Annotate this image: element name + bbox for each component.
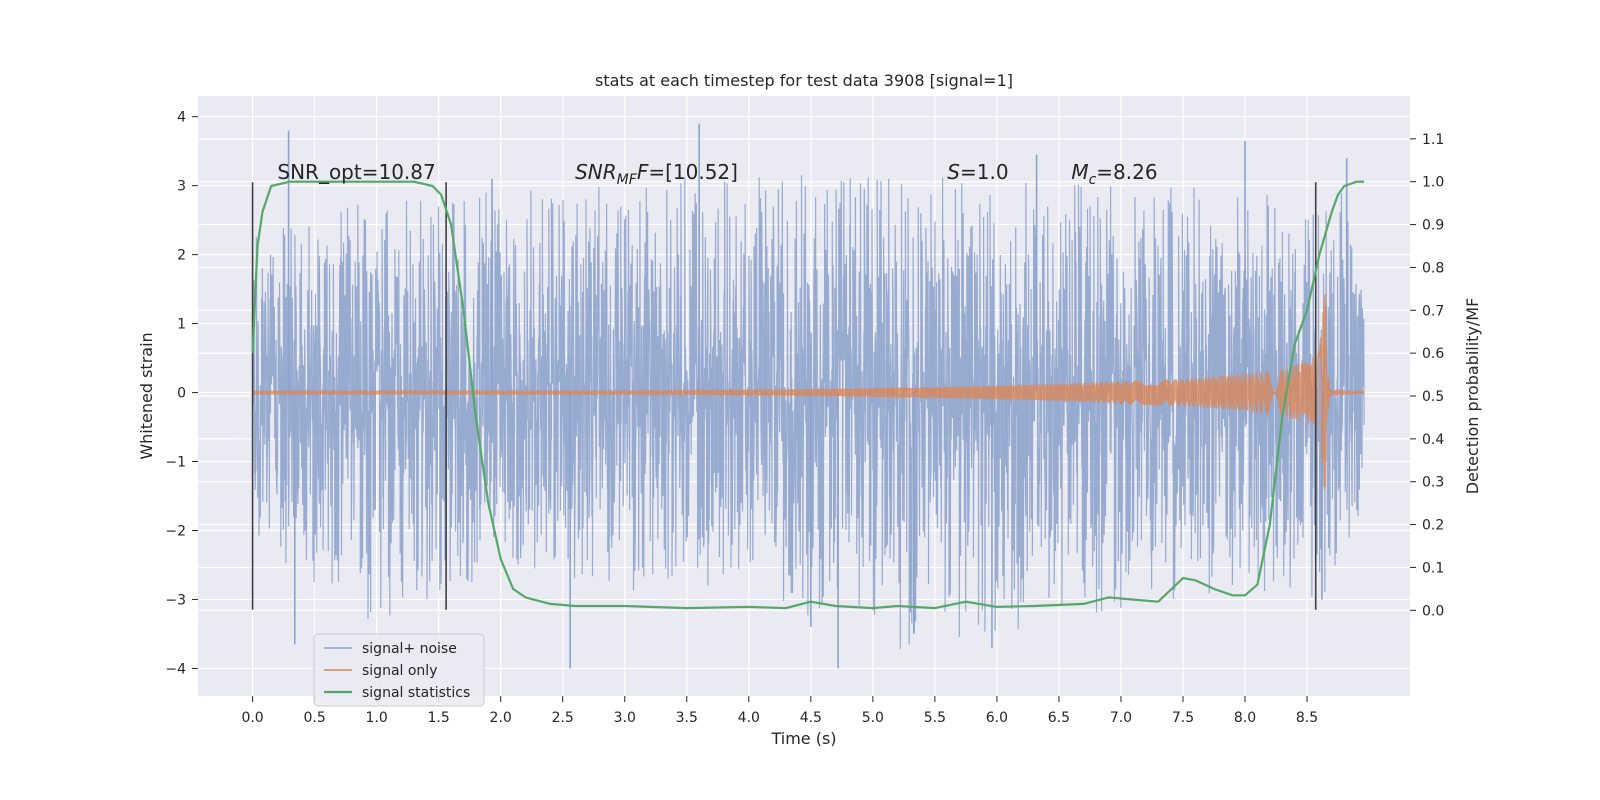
y-right-tick-label: 1.0 <box>1422 175 1444 191</box>
x-tick-label: 2.5 <box>552 710 574 726</box>
legend-box <box>313 633 485 707</box>
x-tick-label: 8.0 <box>1234 710 1256 726</box>
x-tick-label: 4.0 <box>738 710 760 726</box>
y-right-tick-label: 0.8 <box>1422 260 1444 276</box>
annotation-text: Mc=8.26 <box>1071 160 1157 188</box>
legend-label: signal only <box>362 663 437 679</box>
x-tick-label: 4.5 <box>800 710 822 726</box>
y-axis-label: Whitened strain <box>137 332 156 459</box>
signal-noise-series <box>252 123 1365 669</box>
y-tick-label: −1 <box>165 455 186 471</box>
y-axis-right: 1.1 1.0 0.9 0.8 0.7 0.6 0.5 0.4 0.3 0.2 0.1 0.0 <box>1410 132 1444 619</box>
signal-trace <box>252 294 1365 490</box>
y-axis-right-label: Detection probability/MF <box>1463 298 1482 495</box>
y-right-tick-label: 0.2 <box>1422 518 1444 534</box>
y-tick-label: 2 <box>177 248 186 264</box>
y-right-tick-label: 0.4 <box>1422 432 1444 448</box>
y-right-tick-label: 0.7 <box>1422 303 1444 319</box>
x-tick-label: 5.5 <box>924 710 946 726</box>
statistics-trace <box>251 180 1365 610</box>
x-tick-label: 3.0 <box>614 710 636 726</box>
x-tick-label: 3.5 <box>676 710 698 726</box>
x-tick-label: 8.5 <box>1296 710 1318 726</box>
legend-label: signal statistics <box>362 685 470 701</box>
y-tick-label: 0 <box>177 386 186 402</box>
y-tick-label: −4 <box>165 661 186 677</box>
signal-only-series <box>252 294 1365 490</box>
y-right-tick-label: 1.1 <box>1422 132 1444 148</box>
annotations: SNR_opt=10.87 SNRMFF=[10.52] S=1.0 Mc=8.26 <box>277 160 1157 188</box>
x-tick-label: 1.0 <box>366 710 388 726</box>
x-tick-label: 5.0 <box>862 710 884 726</box>
y-right-tick-label: 0.3 <box>1422 475 1444 491</box>
y-tick-label: −3 <box>165 592 186 608</box>
annotation-text: SNRMFF=[10.52] <box>575 160 738 188</box>
legend: signal+ noise signal only signal statistic… <box>313 633 485 707</box>
x-axis-label: Time (s) <box>770 729 836 748</box>
x-tick-label: 0.5 <box>303 710 325 726</box>
x-tick-label: 6.0 <box>986 710 1008 726</box>
x-tick-label: 7.5 <box>1172 710 1194 726</box>
x-axis: 0.0 0.5 1.0 1.5 2.0 2.5 3.0 3.5 4.0 4.5 5.0 5.5 6.0 6… <box>241 696 1318 726</box>
y-axis-left: 4 3 2 1 0 −1 −2 −3 −4 <box>165 110 198 677</box>
legend-label: signal+ noise <box>362 641 457 657</box>
x-tick-label: 1.5 <box>428 710 450 726</box>
signal-statistics-series <box>251 180 1365 610</box>
y-right-tick-label: 0.1 <box>1422 560 1444 576</box>
x-tick-label: 0.0 <box>241 710 263 726</box>
y-right-tick-label: 0.0 <box>1422 603 1444 619</box>
x-tick-label: 6.5 <box>1048 710 1070 726</box>
noise-trace <box>252 175 1365 650</box>
y-tick-label: −2 <box>165 523 186 539</box>
x-tick-label: 2.0 <box>490 710 512 726</box>
annotation-text: SNR_opt=10.87 <box>277 160 435 184</box>
annotation-text: S=1.0 <box>947 160 1008 184</box>
chart-title: stats at each timestep for test data 390… <box>595 71 1013 90</box>
y-tick-label: 3 <box>177 179 186 195</box>
y-right-tick-label: 0.6 <box>1422 346 1444 362</box>
y-right-tick-label: 0.9 <box>1422 218 1444 234</box>
y-right-tick-label: 0.5 <box>1422 389 1444 405</box>
y-tick-label: 4 <box>177 110 186 126</box>
vertical-markers <box>251 182 1317 610</box>
y-tick-label: 1 <box>177 317 186 333</box>
x-tick-label: 7.0 <box>1110 710 1132 726</box>
